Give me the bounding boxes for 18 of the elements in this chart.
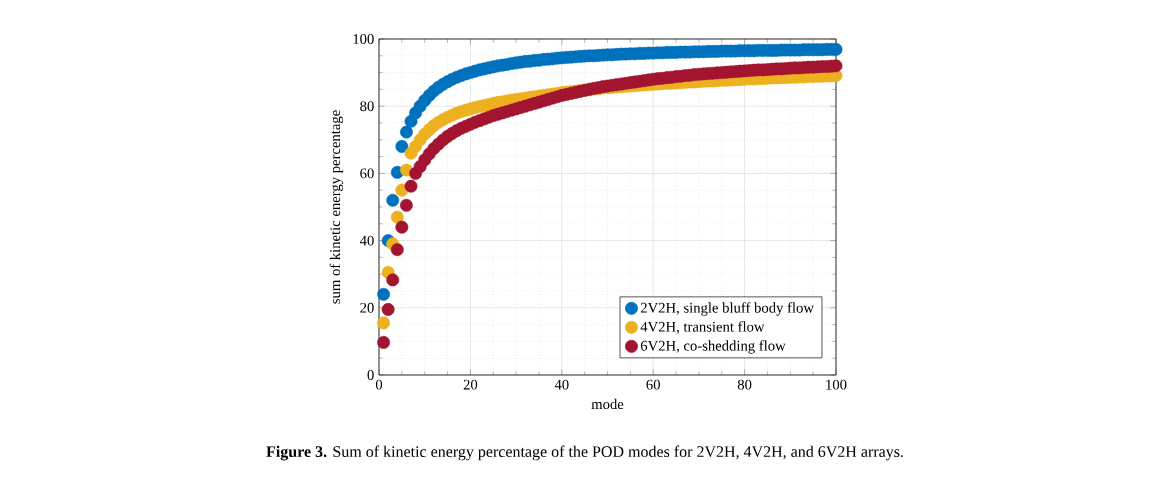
x-tick-label: 60	[646, 379, 660, 390]
legend-label: 2V2H, single bluff body flow	[640, 302, 814, 316]
y-tick-label: 0	[367, 370, 374, 380]
x-tick-label: 100	[826, 379, 847, 390]
y-tick-label: 100	[353, 34, 374, 44]
y-tick-label: 80	[360, 101, 374, 112]
x-tick-label: 0	[375, 379, 383, 390]
legend-label: 6V2H, co-shedding flow	[640, 340, 786, 354]
legend-label: 4V2H, transient flow	[640, 321, 765, 334]
x-tick-label: 80	[737, 379, 752, 390]
x-tick-label: 20	[463, 379, 478, 390]
y-axis-title: sum of kinetic energy percentage	[329, 110, 344, 304]
x-tick-label: 40	[554, 379, 569, 390]
y-tick-label: 60	[360, 168, 374, 179]
y-tick-label: 20	[360, 302, 374, 313]
text: Figure 3. Sum of kinetic energy percentage of the POD modes for 2V2H, 4V2H, and 6V2H arrays.	[266, 445, 903, 461]
y-tick-label: 40	[359, 235, 374, 246]
x-axis-title: mode	[591, 398, 624, 410]
